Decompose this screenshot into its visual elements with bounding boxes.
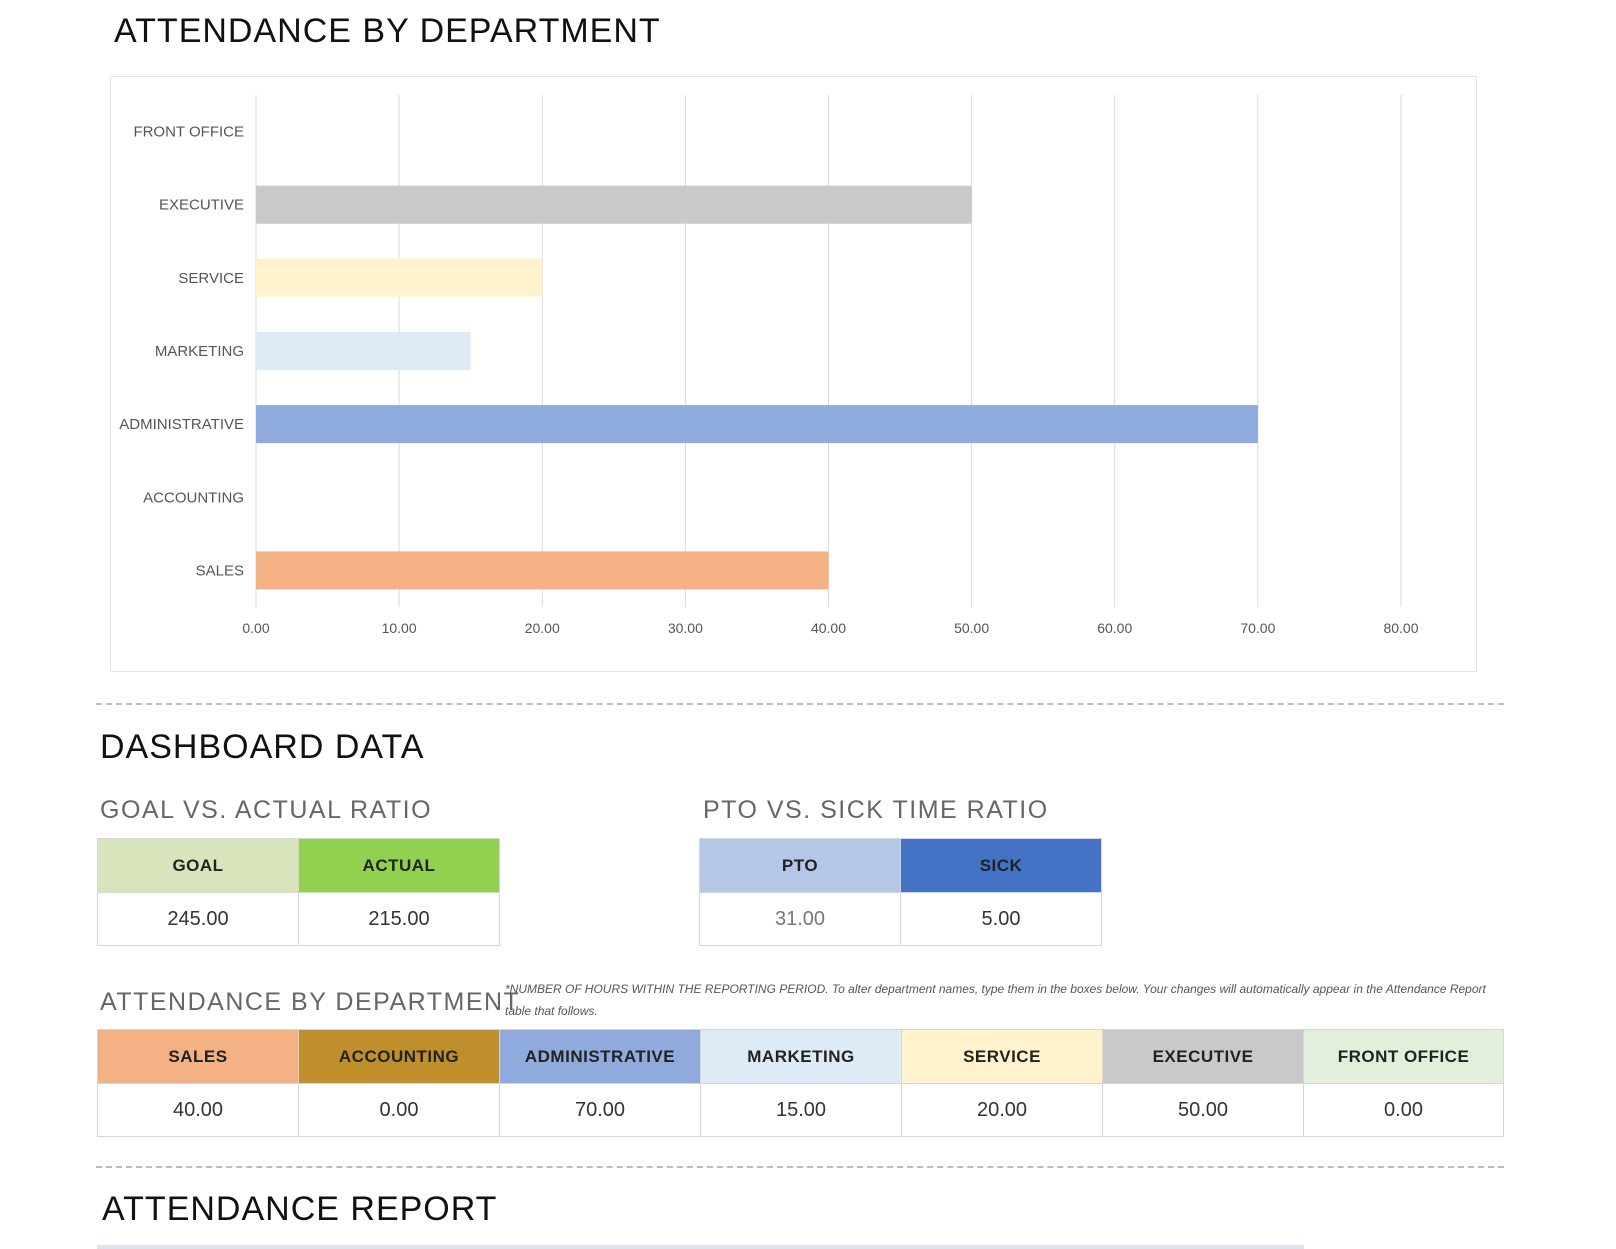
goal-header: GOAL — [97, 838, 299, 893]
x-tick-label: 10.00 — [382, 620, 417, 636]
goal-actual-table: GOAL ACTUAL 245.00 215.00 — [97, 838, 500, 946]
section-divider-1 — [96, 703, 1504, 705]
actual-header: ACTUAL — [298, 838, 500, 893]
attendance-chart: 0.00 10.00 20.00 30.00 40.00 50.00 60.00 70.00 8… — [110, 76, 1477, 672]
category-label: SERVICE — [178, 270, 244, 287]
chart-title: ATTENDANCE BY DEPARTMENT — [114, 12, 661, 50]
dept-header-marketing[interactable]: MARKETING — [700, 1029, 902, 1084]
x-tick-label: 70.00 — [1240, 620, 1275, 636]
bar-administrative — [256, 405, 1258, 444]
x-tick-label: 30.00 — [668, 620, 703, 636]
dept-header-sales[interactable]: SALES — [97, 1029, 299, 1084]
sick-header: SICK — [900, 838, 1102, 893]
goal-value[interactable]: 245.00 — [97, 892, 299, 946]
goal-actual-title: GOAL VS. ACTUAL RATIO — [100, 796, 433, 824]
actual-value[interactable]: 215.00 — [298, 892, 500, 946]
sick-value[interactable]: 5.00 — [900, 892, 1102, 946]
pto-header: PTO — [699, 838, 901, 893]
bar-marketing — [256, 331, 471, 371]
category-label: ADMINISTRATIVE — [119, 416, 244, 433]
dept-header-accounting[interactable]: ACCOUNTING — [298, 1029, 500, 1084]
pto-sick-title: PTO VS. SICK TIME RATIO — [703, 796, 1049, 824]
section-divider-2 — [96, 1166, 1504, 1168]
dept-value-front-office[interactable]: 0.00 — [1303, 1083, 1504, 1137]
dept-value-marketing[interactable]: 15.00 — [700, 1083, 902, 1137]
attendance-bar-chart-svg: 0.00 10.00 20.00 30.00 40.00 50.00 60.00 70.00 8… — [119, 95, 1419, 636]
x-tick-label: 20.00 — [525, 620, 560, 636]
bar-sales — [256, 551, 829, 590]
dept-header-administrative[interactable]: ADMINISTRATIVE — [499, 1029, 701, 1084]
dept-value-executive[interactable]: 50.00 — [1102, 1083, 1304, 1137]
x-tick-label: 40.00 — [811, 620, 846, 636]
dept-header-front-office[interactable]: FRONT OFFICE — [1303, 1029, 1504, 1084]
x-tick-label: 80.00 — [1383, 620, 1418, 636]
bar-service — [256, 258, 543, 297]
dept-header-service[interactable]: SERVICE — [901, 1029, 1103, 1084]
attendance-note: *NUMBER OF HOURS WITHIN THE REPORTING PE… — [505, 982, 1486, 1018]
x-tick-label: 60.00 — [1097, 620, 1132, 636]
category-label: SALES — [196, 562, 244, 579]
dashboard-title: DASHBOARD DATA — [100, 728, 425, 766]
attendance-dept-title: ATTENDANCE BY DEPARTMENT — [100, 988, 521, 1016]
report-title: ATTENDANCE REPORT — [102, 1190, 498, 1228]
dept-value-administrative[interactable]: 70.00 — [499, 1083, 701, 1137]
dept-value-accounting[interactable]: 0.00 — [298, 1083, 500, 1137]
category-label: MARKETING — [155, 343, 244, 360]
category-label: FRONT OFFICE — [133, 124, 244, 141]
pto-value[interactable]: 31.00 — [699, 892, 901, 946]
dept-value-sales[interactable]: 40.00 — [97, 1083, 299, 1137]
category-label: ACCOUNTING — [143, 489, 244, 506]
x-tick-label: 50.00 — [954, 620, 989, 636]
report-table-top-edge — [97, 1245, 1304, 1249]
pto-sick-table: PTO SICK 31.00 5.00 — [699, 838, 1102, 946]
dept-header-executive[interactable]: EXECUTIVE — [1102, 1029, 1304, 1084]
dept-value-service[interactable]: 20.00 — [901, 1083, 1103, 1137]
x-tick-label: 0.00 — [242, 620, 269, 636]
category-label: EXECUTIVE — [159, 197, 244, 214]
bar-executive — [256, 185, 972, 224]
attendance-dept-table: SALES ACCOUNTING ADMINISTRATIVE MARKETIN… — [97, 1029, 1504, 1137]
